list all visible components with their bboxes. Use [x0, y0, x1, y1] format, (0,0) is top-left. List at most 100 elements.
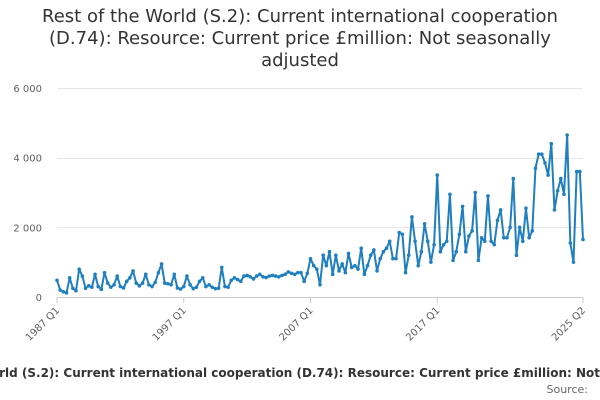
- data-point[interactable]: [425, 239, 430, 244]
- data-point[interactable]: [514, 253, 519, 257]
- data-point[interactable]: [530, 229, 535, 233]
- data-point[interactable]: [102, 270, 107, 275]
- data-point[interactable]: [571, 260, 576, 264]
- data-point[interactable]: [444, 239, 449, 244]
- data-point[interactable]: [321, 253, 325, 257]
- data-point[interactable]: [153, 280, 158, 285]
- data-point[interactable]: [457, 232, 462, 237]
- data-point[interactable]: [482, 239, 487, 244]
- data-point[interactable]: [140, 281, 145, 285]
- data-point[interactable]: [254, 274, 259, 278]
- data-point[interactable]: [86, 284, 91, 288]
- data-point[interactable]: [188, 283, 192, 287]
- data-point[interactable]: [337, 269, 341, 273]
- data-point[interactable]: [185, 274, 189, 278]
- data-point[interactable]: [384, 246, 389, 251]
- data-point[interactable]: [479, 235, 484, 240]
- data-point[interactable]: [324, 263, 329, 268]
- data-point[interactable]: [251, 277, 256, 281]
- data-point[interactable]: [305, 271, 310, 276]
- data-point[interactable]: [172, 272, 177, 277]
- data-point[interactable]: [565, 133, 569, 137]
- data-point[interactable]: [261, 275, 265, 279]
- data-point[interactable]: [213, 286, 218, 291]
- data-point[interactable]: [71, 286, 75, 291]
- data-point[interactable]: [391, 256, 395, 261]
- data-point[interactable]: [460, 204, 465, 209]
- data-point[interactable]: [410, 215, 414, 219]
- data-point[interactable]: [124, 279, 129, 284]
- data-point[interactable]: [330, 272, 335, 277]
- data-point[interactable]: [283, 272, 287, 277]
- data-point[interactable]: [226, 285, 230, 290]
- data-point[interactable]: [353, 263, 357, 268]
- data-point[interactable]: [61, 289, 66, 294]
- data-point[interactable]: [524, 206, 528, 210]
- data-point[interactable]: [267, 274, 272, 278]
- data-point[interactable]: [121, 286, 126, 290]
- data-point[interactable]: [147, 283, 151, 287]
- data-point[interactable]: [349, 265, 354, 270]
- data-point[interactable]: [470, 229, 474, 233]
- data-point[interactable]: [568, 241, 573, 245]
- data-point[interactable]: [200, 276, 205, 280]
- data-point[interactable]: [315, 267, 319, 271]
- data-point[interactable]: [216, 286, 221, 291]
- data-point[interactable]: [90, 285, 94, 290]
- data-point[interactable]: [286, 270, 291, 274]
- data-point[interactable]: [552, 208, 557, 212]
- data-point[interactable]: [99, 287, 104, 292]
- data-point[interactable]: [150, 284, 154, 289]
- data-point[interactable]: [574, 169, 579, 174]
- data-point[interactable]: [394, 256, 398, 261]
- data-point[interactable]: [508, 225, 512, 230]
- data-point[interactable]: [521, 239, 525, 244]
- data-point[interactable]: [115, 274, 119, 278]
- data-point[interactable]: [489, 239, 493, 244]
- data-point[interactable]: [248, 275, 253, 279]
- data-point[interactable]: [296, 270, 300, 275]
- data-point[interactable]: [204, 284, 208, 289]
- data-point[interactable]: [166, 281, 170, 286]
- data-point[interactable]: [137, 284, 142, 288]
- data-point[interactable]: [416, 263, 421, 268]
- data-point[interactable]: [543, 161, 547, 165]
- data-point[interactable]: [118, 284, 123, 289]
- data-point[interactable]: [242, 274, 246, 278]
- data-point[interactable]: [381, 249, 386, 254]
- data-point[interactable]: [505, 235, 509, 240]
- data-point[interactable]: [533, 166, 538, 170]
- data-point[interactable]: [378, 256, 383, 261]
- data-point[interactable]: [438, 249, 443, 254]
- data-point[interactable]: [197, 279, 202, 284]
- data-point[interactable]: [356, 267, 360, 271]
- data-point[interactable]: [365, 263, 370, 268]
- data-point[interactable]: [562, 192, 566, 197]
- data-point[interactable]: [83, 286, 88, 291]
- data-point[interactable]: [343, 270, 348, 275]
- data-point[interactable]: [280, 273, 284, 278]
- data-point[interactable]: [387, 239, 392, 244]
- data-point[interactable]: [581, 237, 585, 242]
- data-point[interactable]: [191, 286, 196, 291]
- data-point[interactable]: [327, 249, 332, 254]
- data-point[interactable]: [406, 253, 411, 257]
- data-point[interactable]: [178, 287, 183, 291]
- data-point[interactable]: [273, 274, 278, 278]
- data-point[interactable]: [169, 283, 173, 287]
- data-point[interactable]: [156, 270, 161, 275]
- data-point[interactable]: [419, 249, 424, 254]
- data-point[interactable]: [498, 208, 503, 212]
- data-point[interactable]: [501, 235, 506, 240]
- data-point[interactable]: [559, 176, 563, 181]
- data-point[interactable]: [463, 249, 468, 254]
- data-point[interactable]: [318, 283, 322, 287]
- data-point[interactable]: [492, 242, 497, 247]
- data-point[interactable]: [549, 141, 554, 146]
- data-point[interactable]: [245, 273, 249, 278]
- data-point[interactable]: [540, 152, 544, 156]
- data-point[interactable]: [432, 242, 436, 247]
- data-point[interactable]: [134, 281, 139, 285]
- data-point[interactable]: [93, 272, 97, 277]
- data-point[interactable]: [289, 271, 294, 276]
